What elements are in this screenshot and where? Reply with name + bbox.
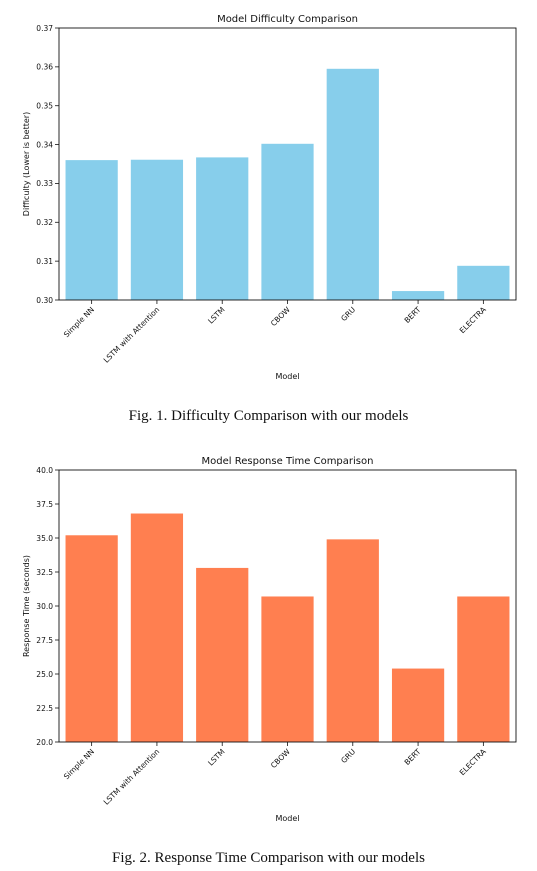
bar [261,596,314,742]
bar [326,68,379,300]
bar [196,567,249,742]
bar [391,668,445,742]
y-tick-label: 0.33 [36,179,53,188]
y-tick-label: 0.31 [36,257,53,266]
bar [130,513,184,742]
y-tick-label: 27.5 [36,636,53,645]
figure-2-caption: Fig. 2. Response Time Comparison with ou… [112,850,425,866]
bar [196,157,249,300]
y-tick-label: 35.0 [36,534,53,543]
x-tick-label: BERT [403,305,423,325]
x-axis-label: Model [275,372,299,381]
y-tick-label: 0.37 [36,24,53,33]
x-tick-label: GRU [339,305,357,323]
x-tick-label: CBOW [269,747,292,770]
y-tick-label: 40.0 [36,466,53,475]
x-tick-label: BERT [403,747,423,767]
x-tick-label: LSTM [206,747,227,768]
x-tick-label: ELECTRA [458,746,489,777]
y-axis-label: Difficulty (Lower is better) [22,112,31,216]
y-tick-label: 0.35 [36,102,53,111]
x-tick-label: CBOW [269,305,292,328]
chart-title: Model Difficulty Comparison [217,14,358,25]
x-tick-label: GRU [339,747,357,765]
bar [65,535,118,742]
bar [261,143,314,300]
y-tick-label: 25.0 [36,670,53,679]
y-tick-label: 0.34 [36,140,53,149]
plot-frame [58,27,517,301]
x-tick-label: Simple NN [62,747,96,781]
difficulty-chart: Model Difficulty Comparison 0.30 0.31 0.32 0… [22,14,517,381]
y-tick-label: 0.36 [36,63,53,72]
y-tick-label: 30.0 [36,602,53,611]
y-tick-label: 0.30 [36,296,53,305]
y-tick-label: 20.0 [36,738,53,747]
bar [326,539,379,742]
bar [391,291,445,300]
chart-title: Model Response Time Comparison [202,456,374,467]
plot-frame [58,469,517,743]
x-axis-label: Model [275,814,299,823]
x-tick-label: ELECTRA [458,304,489,335]
response-time-chart: Model Response Time Comparison 20.0 22.5 25… [22,456,517,823]
bar [65,160,118,300]
x-tick-label: LSTM with Attention [102,305,162,365]
y-tick-label: 22.5 [36,704,53,713]
x-tick-label: LSTM [206,305,227,326]
y-tick-label: 0.32 [36,218,53,227]
y-axis-label: Response Time (seconds) [22,555,31,657]
y-tick-label: 37.5 [36,500,53,509]
x-tick-label: Simple NN [62,305,96,339]
x-tick-label: LSTM with Attention [102,747,162,807]
bar [457,265,510,300]
y-tick-label: 32.5 [36,568,53,577]
figure-1-caption: Fig. 1. Difficulty Comparison with our m… [128,408,409,424]
bar [457,596,510,742]
bar [130,159,184,300]
